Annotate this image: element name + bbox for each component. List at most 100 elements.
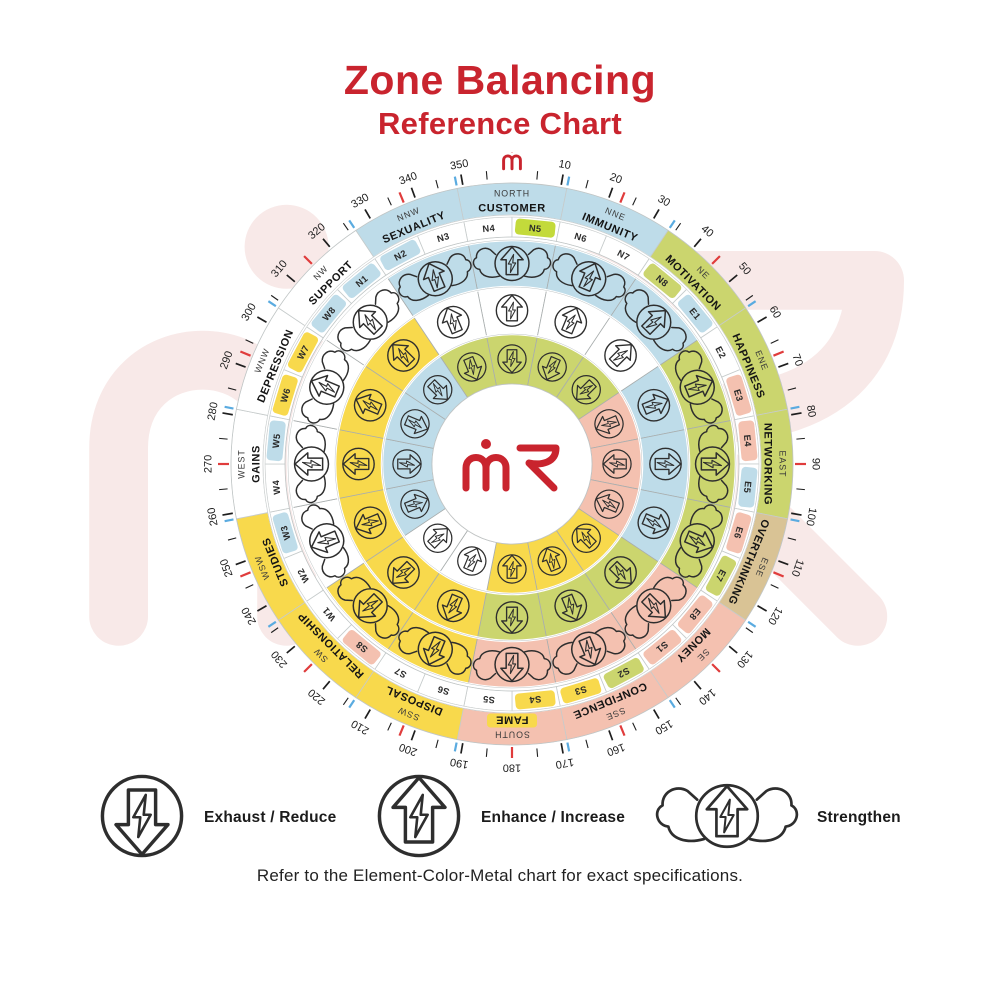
sector-content-south: S4 S5 SOUTH FAME [472, 554, 556, 740]
svg-text:100: 100 [803, 507, 818, 527]
strengthen-icon [472, 245, 552, 282]
svg-text:290: 290 [218, 350, 236, 371]
zone-code-cell [514, 218, 556, 238]
svg-text:170: 170 [555, 755, 575, 770]
enhance-icon [342, 447, 375, 481]
enhance-icon [554, 305, 588, 339]
zone-code-label: W6 [279, 387, 293, 404]
zone-code-label: S4 [528, 694, 542, 705]
svg-text:110: 110 [789, 558, 806, 579]
enhance-icon [604, 556, 637, 589]
zone-code-cell [643, 629, 682, 665]
strengthen-icon [293, 424, 330, 504]
enhance-icon [604, 339, 637, 372]
strengthen-icon [552, 626, 626, 675]
exhaust-icon [392, 449, 422, 479]
svg-text:260: 260 [206, 507, 221, 527]
exhaust-icon [497, 344, 527, 374]
exhaust-icon [400, 409, 430, 439]
svg-text:220: 220 [306, 686, 328, 707]
strengthen-icon [694, 424, 731, 504]
strengthen-icon [674, 350, 723, 424]
svg-text:270: 270 [203, 455, 215, 473]
exhaust-icon [457, 546, 487, 576]
strengthen-icon [552, 253, 626, 302]
zone-code-cell [726, 374, 752, 416]
center-logo [462, 439, 560, 492]
enhance-icon [637, 388, 671, 422]
exhaust-icon [400, 489, 430, 519]
legend-label: Strengthen [817, 809, 901, 826]
enhance-icon [387, 556, 420, 589]
zone-code-label: S3 [573, 684, 588, 697]
exhaust-icon [571, 375, 601, 405]
zone-code-label: N3 [436, 231, 451, 244]
svg-text:200: 200 [398, 740, 419, 758]
svg-text:160: 160 [605, 740, 626, 758]
exhaust-icon [497, 554, 527, 584]
exhaust-icon [423, 523, 453, 553]
page-title: Zone Balancing [343, 57, 657, 103]
exhaust-icon [594, 489, 624, 519]
svg-text:30: 30 [655, 193, 672, 210]
strengthen-icon [624, 576, 687, 639]
enhance-icon [436, 305, 470, 339]
zone-code-cell [560, 678, 602, 704]
degree-labels: 1020304050607080901001101201301401501601… [203, 158, 822, 772]
zone-code-label: E3 [732, 388, 745, 403]
svg-text:340: 340 [398, 170, 419, 188]
degree-ticks [218, 171, 806, 758]
svg-text:180: 180 [503, 762, 521, 773]
strengthen-icon [674, 504, 723, 578]
exhaust-icon [602, 449, 632, 479]
direction-label: EAST [778, 451, 788, 478]
svg-text:240: 240 [239, 605, 259, 627]
svg-text:40: 40 [699, 223, 716, 240]
enhance-icon [495, 601, 529, 634]
zone-name-label: GAINS [250, 445, 262, 483]
zone-code-cell [342, 629, 381, 665]
svg-text:20: 20 [608, 171, 624, 186]
direction-label: SOUTH [494, 730, 530, 740]
exhaust-icon [537, 546, 567, 576]
svg-text:130: 130 [734, 648, 755, 670]
zone-code-label: N6 [573, 231, 588, 244]
svg-text:60: 60 [767, 304, 784, 321]
zone-highlight [487, 713, 537, 728]
exhaust-icon [537, 352, 567, 382]
legend-item-enhance: Enhance / Increase [372, 770, 625, 866]
zone-code-cell [738, 466, 758, 508]
legend-item-exhaust: Exhaust / Reduce [95, 770, 336, 866]
exhaust-icon [457, 352, 487, 382]
svg-text:230: 230 [269, 648, 290, 670]
enhance-icon [554, 589, 588, 623]
enhance-icon [353, 506, 387, 540]
legend-label: Exhaust / Reduce [204, 809, 337, 826]
zone-code-label: E4 [742, 434, 753, 448]
zone-code-label: E6 [732, 525, 745, 540]
svg-text:80: 80 [804, 404, 818, 418]
strengthen-icon [398, 626, 472, 675]
zone-code-label: W5 [271, 433, 282, 449]
zone-code-label: S5 [482, 694, 495, 705]
zone-code-cell [514, 690, 556, 710]
zone-name-label: FAME [496, 714, 529, 726]
strengthen-icon [337, 576, 400, 639]
sector-content-west: W4 W5 WEST GAINS [237, 420, 422, 504]
zone-code-label: E5 [742, 481, 753, 494]
zone-wheel-chart: N4 N5NORTHCUSTOMERN6N7NNEIMMUNITYN8E1NEMO… [89, 152, 904, 772]
zone-code-label: W4 [271, 479, 282, 495]
zone-code-cell [342, 263, 381, 299]
strengthen-icon [398, 253, 472, 302]
north-indicator-logo [502, 152, 522, 171]
svg-text:250: 250 [218, 557, 236, 578]
zone-code-cell [380, 239, 421, 271]
svg-text:120: 120 [765, 605, 785, 627]
strengthen-icon [472, 646, 552, 683]
zone-code-cell [603, 657, 644, 689]
enhance-icon [495, 294, 529, 327]
zone-code-cell [726, 512, 752, 554]
svg-text:150: 150 [653, 717, 675, 737]
strengthen-icon [624, 289, 687, 352]
